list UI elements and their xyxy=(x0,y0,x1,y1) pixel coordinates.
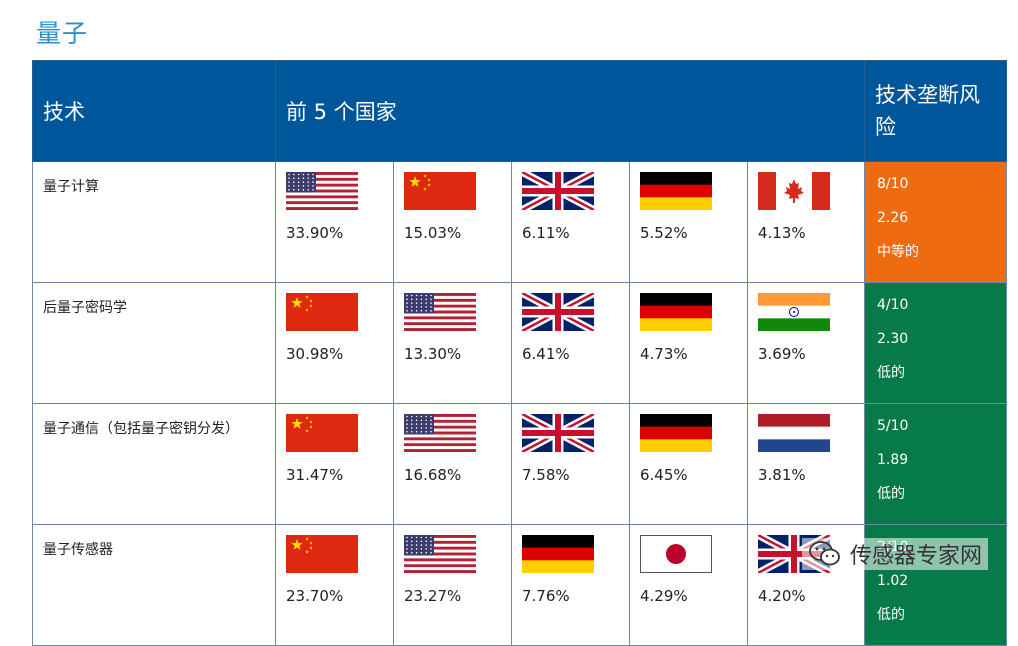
share-percent: 33.90% xyxy=(286,224,344,242)
header-row: 技术 前 5 个国家 技术垄断风险 xyxy=(32,60,1007,162)
watermark-text: 传感器专家网 xyxy=(849,544,982,569)
country-cell: 13.30% xyxy=(393,282,512,404)
country-cell: 4.29% xyxy=(629,524,748,646)
share-percent: 3.69% xyxy=(758,345,806,363)
country-cell: 23.27% xyxy=(393,524,512,646)
share-percent: 23.27% xyxy=(404,587,462,605)
table-row: 后量子密码学 30.98% 13.30% 6.41% 4.73% 3.69% 4… xyxy=(32,282,1007,404)
wechat-icon xyxy=(809,541,840,566)
risk-score: 5/10 xyxy=(877,418,909,434)
risk-level: 低的 xyxy=(877,607,905,623)
country-cell: 4.73% xyxy=(629,282,748,404)
country-cell: 33.90% xyxy=(275,161,394,283)
share-percent: 4.29% xyxy=(640,587,688,605)
jp-flag xyxy=(640,535,712,573)
tech-cell: 量子传感器 xyxy=(32,524,276,646)
share-percent: 7.76% xyxy=(522,587,570,605)
share-percent: 4.73% xyxy=(640,345,688,363)
share-percent: 3.81% xyxy=(758,466,806,484)
country-cell: 4.13% xyxy=(747,161,865,283)
tech-label: 量子通信（包括量子密钥分发） xyxy=(43,421,239,437)
country-cell: 3.69% xyxy=(747,282,865,404)
country-cell: 15.03% xyxy=(393,161,512,283)
tech-cell: 量子计算 xyxy=(32,161,276,283)
us-flag xyxy=(404,414,476,452)
share-percent: 23.70% xyxy=(286,587,344,605)
share-percent: 5.52% xyxy=(640,224,688,242)
country-cell: 31.47% xyxy=(275,403,394,525)
risk-cell: 4/10 2.30 低的 xyxy=(864,282,1007,404)
ca-flag xyxy=(758,172,830,210)
header-tech: 技术 xyxy=(32,60,276,162)
share-percent: 15.03% xyxy=(404,224,462,242)
risk-value: 2.26 xyxy=(877,210,909,226)
header-risk: 技术垄断风险 xyxy=(864,60,1007,162)
us-flag xyxy=(404,535,476,573)
risk-level: 低的 xyxy=(877,365,905,381)
watermark: 传感器专家网 xyxy=(801,538,988,570)
tech-label: 后量子密码学 xyxy=(43,300,127,316)
country-cell: 5.52% xyxy=(629,161,748,283)
risk-score: 8/10 xyxy=(877,176,909,192)
page-title: 量子 xyxy=(36,19,89,48)
share-percent: 6.41% xyxy=(522,345,570,363)
risk-value: 1.02 xyxy=(877,573,909,589)
uk-flag xyxy=(522,172,594,210)
risk-value: 1.89 xyxy=(877,452,909,468)
country-cell: 23.70% xyxy=(275,524,394,646)
header-top5: 前 5 个国家 xyxy=(275,60,865,162)
de-flag xyxy=(640,172,712,210)
risk-cell: 8/10 2.26 中等的 xyxy=(864,161,1007,283)
us-flag xyxy=(286,172,358,210)
share-percent: 30.98% xyxy=(286,345,344,363)
share-percent: 6.11% xyxy=(522,224,570,242)
share-percent: 4.13% xyxy=(758,224,806,242)
uk-flag xyxy=(522,414,594,452)
cn-flag xyxy=(404,172,476,210)
country-cell: 6.41% xyxy=(511,282,630,404)
share-percent: 31.47% xyxy=(286,466,344,484)
de-flag xyxy=(522,535,594,573)
risk-value: 2.30 xyxy=(877,331,909,347)
risk-level: 低的 xyxy=(877,486,905,502)
share-percent: 16.68% xyxy=(404,466,462,484)
tech-cell: 后量子密码学 xyxy=(32,282,276,404)
table-row: 量子通信（包括量子密钥分发） 31.47% 16.68% 7.58% 6.45%… xyxy=(32,403,1007,525)
cn-flag xyxy=(286,535,358,573)
de-flag xyxy=(640,293,712,331)
de-flag xyxy=(640,414,712,452)
share-percent: 4.20% xyxy=(758,587,806,605)
cn-flag xyxy=(286,293,358,331)
tech-cell: 量子通信（包括量子密钥分发） xyxy=(32,403,276,525)
table-row: 量子计算 33.90% 15.03% 6.11% 5.52% 4.13% 8/1… xyxy=(32,161,1007,283)
country-cell: 16.68% xyxy=(393,403,512,525)
nl-flag xyxy=(758,414,830,452)
country-cell: 7.76% xyxy=(511,524,630,646)
country-cell: 7.58% xyxy=(511,403,630,525)
share-percent: 7.58% xyxy=(522,466,570,484)
share-percent: 13.30% xyxy=(404,345,462,363)
tech-label: 量子计算 xyxy=(43,179,99,195)
tech-label: 量子传感器 xyxy=(43,542,113,558)
cn-flag xyxy=(286,414,358,452)
country-cell: 30.98% xyxy=(275,282,394,404)
share-percent: 6.45% xyxy=(640,466,688,484)
risk-score: 4/10 xyxy=(877,297,909,313)
country-cell: 6.11% xyxy=(511,161,630,283)
risk-cell: 5/10 1.89 低的 xyxy=(864,403,1007,525)
us-flag xyxy=(404,293,476,331)
in-flag xyxy=(758,293,830,331)
uk-flag xyxy=(522,293,594,331)
country-cell: 3.81% xyxy=(747,403,865,525)
country-cell: 6.45% xyxy=(629,403,748,525)
risk-level: 中等的 xyxy=(877,244,919,260)
